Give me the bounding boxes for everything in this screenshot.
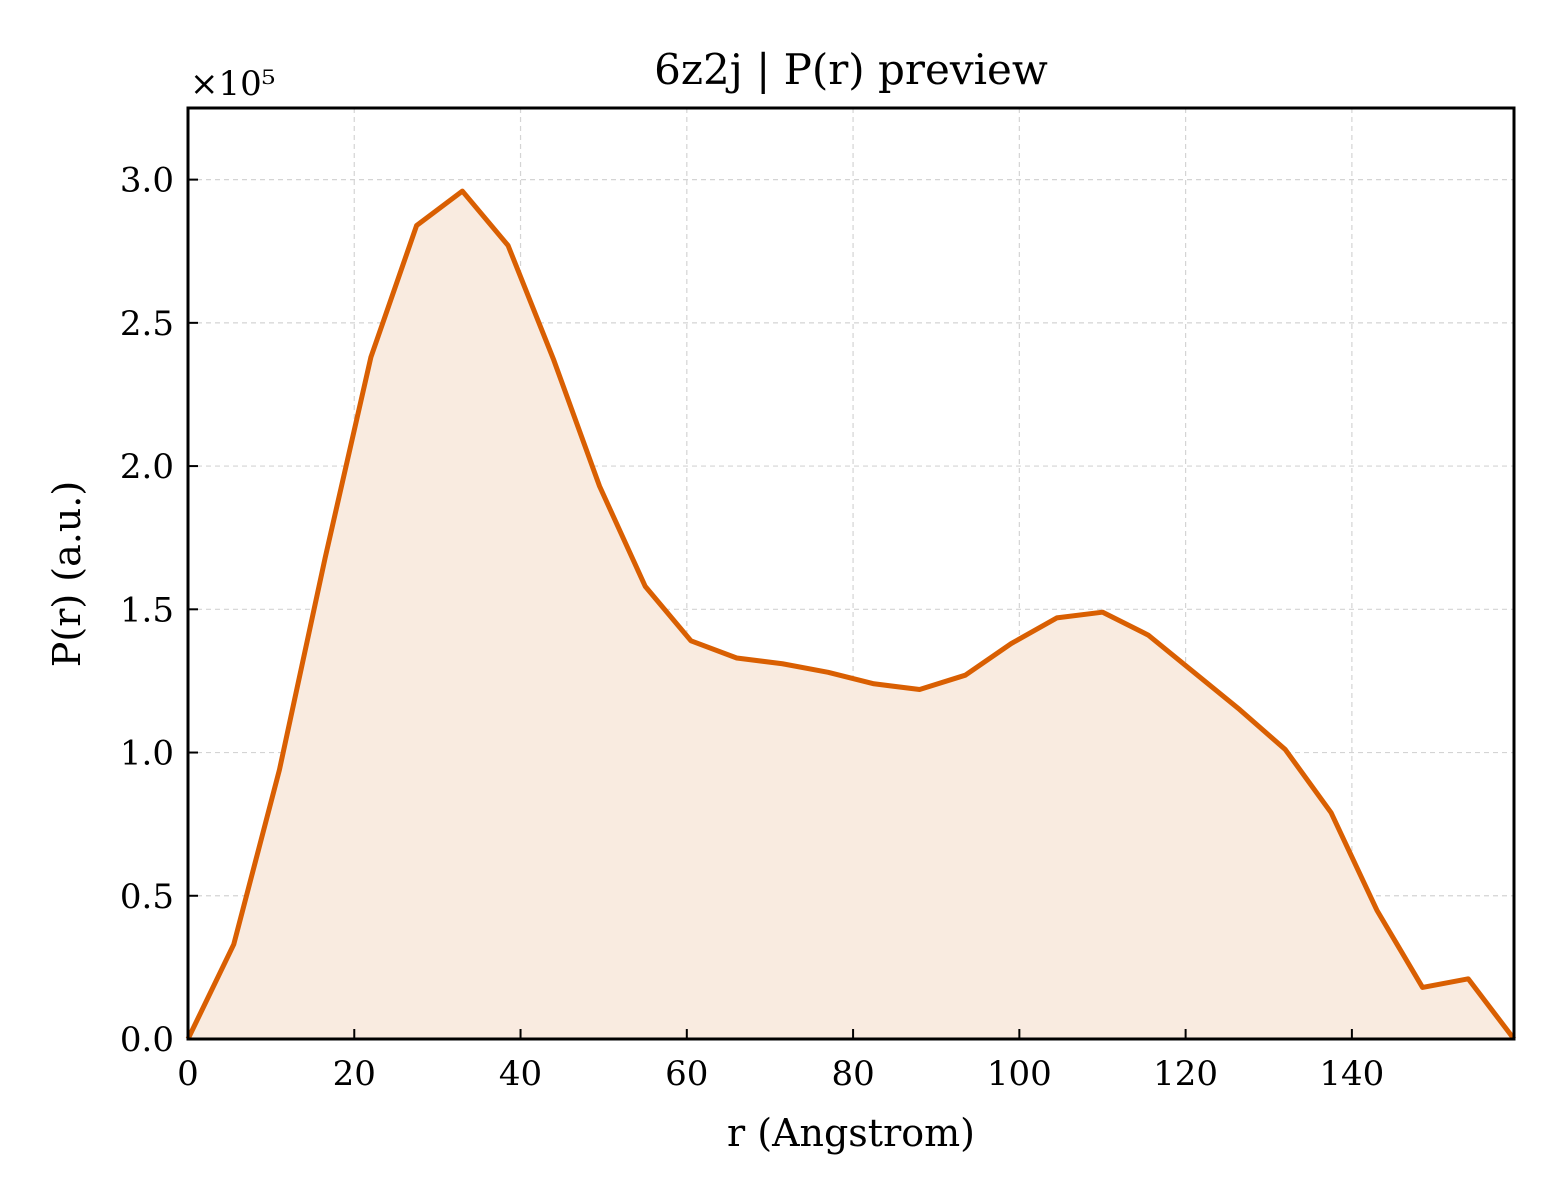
pr-data-point: [872, 682, 876, 686]
pr-data-point: [1146, 633, 1150, 637]
pr-data-point: [460, 189, 464, 193]
pr-area-fill: [188, 191, 1514, 1039]
pr-data-point: [735, 656, 739, 660]
pr-data-point: [1009, 642, 1013, 646]
pr-data-point: [1466, 977, 1470, 981]
pr-data-point: [1100, 610, 1104, 614]
pr-data-point: [598, 484, 602, 488]
pr-data-point: [1055, 616, 1059, 620]
x-tick-label: 140: [1319, 1054, 1384, 1094]
x-tick-label: 60: [665, 1054, 708, 1094]
pr-data-point: [780, 662, 784, 666]
y-tick-label: 0.5: [120, 877, 174, 917]
x-axis-label: r (Angstrom): [727, 1111, 975, 1155]
x-tick-label: 100: [987, 1054, 1052, 1094]
y-tick-label: 2.0: [120, 447, 174, 487]
x-tick-label: 20: [333, 1054, 376, 1094]
pr-data-point: [1192, 670, 1196, 674]
pr-data-point: [689, 639, 693, 643]
pr-data-point: [1329, 811, 1333, 815]
area-layer: [185, 188, 1516, 1041]
plot-frame: [186, 106, 1516, 1041]
pr-data-point: [643, 584, 647, 588]
pr-data-point: [277, 768, 281, 772]
y-tick-label: 2.5: [120, 304, 174, 344]
pr-data-point: [415, 223, 419, 227]
x-tick-label: 120: [1153, 1054, 1218, 1094]
pr-data-point: [323, 556, 327, 560]
chart-title: 6z2j | P(r) preview: [654, 45, 1048, 94]
y-tick-label: 3.0: [120, 161, 174, 201]
pr-data-point: [552, 358, 556, 362]
pr-data-point: [1375, 908, 1379, 912]
y-multiplier-label: ×10⁵: [190, 64, 275, 104]
x-tick-label: 40: [499, 1054, 542, 1094]
ticks: 0 20 40 60 80 100 120 140 0.0 0.5 1.0 1.5 2.0 2.5 3.0: [120, 161, 1384, 1094]
x-tick-label: 80: [831, 1054, 874, 1094]
pr-data-point: [918, 688, 922, 692]
pr-data-point: [1238, 708, 1242, 712]
y-tick-label: 1.5: [120, 590, 174, 630]
y-tick-label: 0.0: [120, 1020, 174, 1060]
pr-data-point: [826, 670, 830, 674]
y-tick-label: 1.0: [120, 734, 174, 774]
pr-series-line: [185, 188, 1516, 1041]
pr-data-point: [506, 244, 510, 247]
pr-data-point: [1421, 985, 1425, 989]
pr-data-point: [232, 942, 236, 946]
pr-data-point: [963, 673, 967, 677]
pr-data-point: [369, 355, 373, 359]
pr-data-point: [1283, 748, 1287, 752]
y-axis-label: P(r) (a.u.): [45, 481, 89, 667]
x-tick-label: 0: [177, 1054, 199, 1094]
